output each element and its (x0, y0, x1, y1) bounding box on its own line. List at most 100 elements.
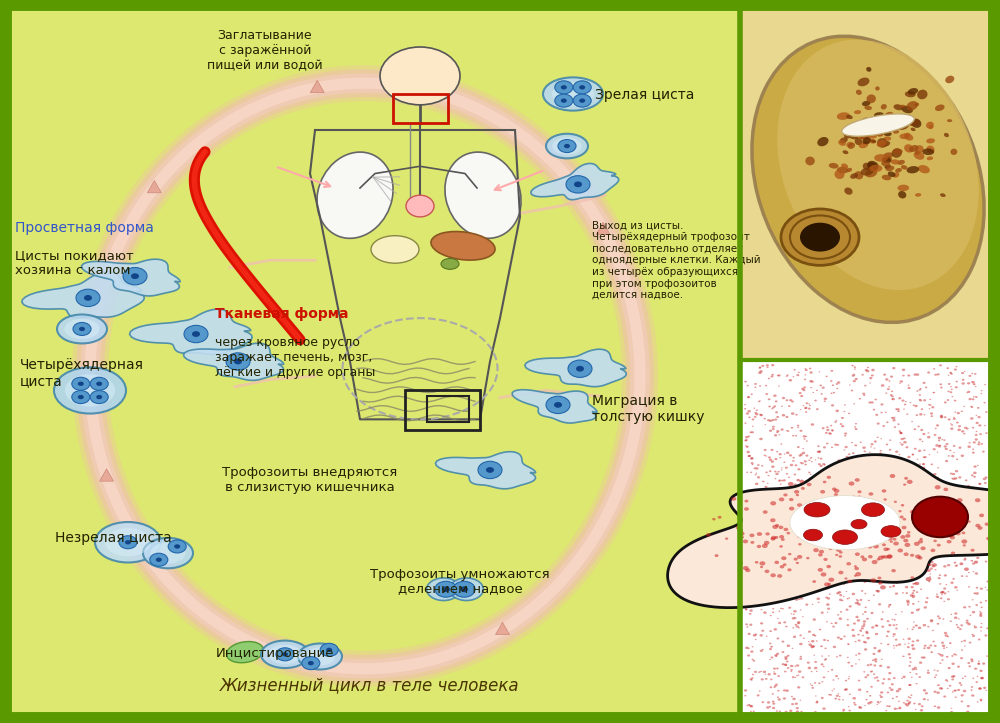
Ellipse shape (945, 76, 954, 83)
Circle shape (921, 510, 923, 511)
Circle shape (882, 425, 885, 427)
Circle shape (815, 551, 818, 553)
Circle shape (917, 528, 918, 529)
Circle shape (546, 396, 570, 414)
Circle shape (910, 402, 911, 403)
Circle shape (976, 587, 978, 589)
Circle shape (841, 536, 845, 539)
Circle shape (910, 540, 913, 542)
Circle shape (844, 432, 847, 435)
Circle shape (814, 400, 817, 401)
Circle shape (839, 524, 842, 526)
Ellipse shape (752, 36, 984, 322)
Circle shape (980, 677, 984, 679)
Circle shape (799, 635, 802, 636)
Circle shape (881, 527, 884, 530)
Circle shape (885, 393, 887, 394)
Circle shape (857, 482, 860, 484)
Circle shape (846, 455, 849, 458)
Circle shape (877, 555, 880, 556)
Circle shape (852, 532, 857, 536)
Circle shape (763, 545, 767, 547)
Circle shape (940, 415, 943, 416)
Ellipse shape (860, 134, 870, 140)
Circle shape (980, 698, 982, 701)
Circle shape (948, 383, 951, 385)
Circle shape (951, 478, 953, 479)
Circle shape (818, 514, 822, 517)
Circle shape (898, 701, 900, 702)
Circle shape (961, 694, 964, 696)
Circle shape (766, 497, 767, 498)
Circle shape (752, 508, 755, 510)
Circle shape (936, 594, 938, 595)
Circle shape (780, 589, 783, 590)
Circle shape (858, 541, 861, 543)
Circle shape (962, 379, 965, 381)
Circle shape (801, 505, 804, 508)
Circle shape (779, 545, 783, 548)
Circle shape (826, 621, 828, 623)
Circle shape (873, 594, 875, 596)
Circle shape (779, 535, 784, 539)
Circle shape (843, 504, 846, 506)
Circle shape (821, 538, 827, 542)
Circle shape (840, 493, 843, 495)
Circle shape (847, 662, 850, 664)
Circle shape (954, 612, 958, 615)
Circle shape (760, 414, 763, 416)
Ellipse shape (944, 133, 949, 137)
Circle shape (743, 539, 748, 544)
Circle shape (945, 514, 949, 517)
Circle shape (910, 554, 914, 557)
Circle shape (810, 387, 812, 388)
Circle shape (555, 94, 573, 107)
Circle shape (762, 573, 765, 576)
Circle shape (759, 367, 761, 368)
Circle shape (830, 380, 833, 382)
Circle shape (746, 705, 749, 706)
Circle shape (950, 497, 953, 499)
Circle shape (817, 457, 819, 458)
Circle shape (967, 382, 970, 385)
Circle shape (868, 497, 870, 499)
Circle shape (940, 415, 943, 418)
Circle shape (800, 462, 802, 463)
Circle shape (801, 533, 804, 536)
Circle shape (837, 678, 839, 680)
Circle shape (860, 505, 865, 509)
Circle shape (854, 445, 857, 446)
Circle shape (894, 505, 897, 508)
Circle shape (892, 698, 894, 699)
Circle shape (918, 515, 920, 516)
Ellipse shape (884, 132, 892, 136)
Circle shape (790, 671, 792, 672)
Circle shape (782, 397, 785, 399)
Circle shape (759, 414, 762, 416)
Circle shape (902, 375, 905, 377)
Circle shape (820, 458, 823, 460)
Circle shape (874, 440, 877, 442)
Circle shape (832, 530, 837, 533)
Circle shape (865, 535, 869, 538)
Circle shape (986, 655, 988, 656)
Circle shape (881, 555, 885, 558)
Circle shape (792, 676, 795, 678)
Ellipse shape (886, 166, 894, 171)
Circle shape (939, 549, 943, 551)
Circle shape (971, 660, 974, 662)
Circle shape (767, 419, 770, 422)
Circle shape (942, 489, 945, 492)
Circle shape (748, 455, 750, 457)
Circle shape (778, 526, 783, 529)
Circle shape (881, 384, 884, 387)
Circle shape (954, 477, 957, 479)
Circle shape (765, 570, 769, 573)
Circle shape (839, 551, 843, 554)
Circle shape (788, 553, 791, 555)
Circle shape (887, 643, 890, 646)
Circle shape (955, 470, 958, 472)
Circle shape (554, 402, 562, 408)
Circle shape (821, 565, 824, 567)
Circle shape (925, 486, 927, 487)
